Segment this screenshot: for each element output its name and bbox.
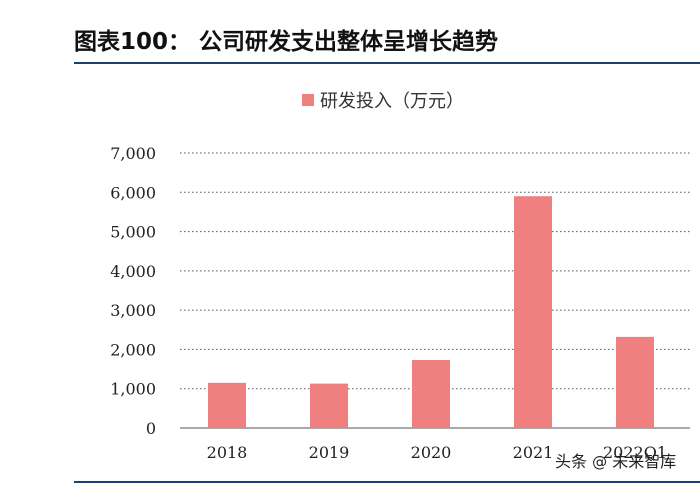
watermark-source: 头条 xyxy=(555,452,588,471)
x-tick-label: 2021 xyxy=(513,443,554,462)
y-tick-label: 6,000 xyxy=(110,183,156,202)
y-axis-ticks: 0 1,000 2,000 3,000 4,000 5,000 6,000 7,000 xyxy=(110,144,156,438)
x-tick-label: 2019 xyxy=(309,443,350,462)
x-tick-label: 2018 xyxy=(207,443,248,462)
y-tick-label: 0 xyxy=(146,419,156,438)
bottom-divider xyxy=(74,481,700,483)
gridlines xyxy=(180,152,690,429)
watermark: 头条 @ 未来智库 xyxy=(555,448,676,472)
bar-2022Q1 xyxy=(616,336,654,428)
watermark-account: 未来智库 xyxy=(612,452,677,471)
x-axis-ticks: 2018 2019 2020 2021 2022Q1 xyxy=(207,443,667,462)
figure-title: 图表100： 公司研发支出整体呈增长趋势 xyxy=(74,29,499,55)
y-tick-label: 1,000 xyxy=(110,380,156,399)
bar-2019 xyxy=(310,383,348,428)
legend: 研发投入（万元） xyxy=(302,91,464,112)
x-tick-label: 2022Q1 xyxy=(603,443,667,462)
y-tick-label: 4,000 xyxy=(110,262,156,281)
title-divider xyxy=(74,62,700,64)
y-tick-label: 5,000 xyxy=(110,223,156,242)
legend-swatch xyxy=(302,94,314,106)
bar-2020 xyxy=(412,360,450,428)
bar-2021 xyxy=(514,196,552,428)
watermark-at: @ xyxy=(592,453,608,471)
x-tick-label: 2020 xyxy=(411,443,452,462)
y-tick-label: 7,000 xyxy=(110,144,156,163)
legend-label: 研发投入（万元） xyxy=(320,91,464,112)
bars xyxy=(208,196,654,428)
bar-2018 xyxy=(208,382,246,428)
y-tick-label: 3,000 xyxy=(110,301,156,320)
y-tick-label: 2,000 xyxy=(110,340,156,359)
